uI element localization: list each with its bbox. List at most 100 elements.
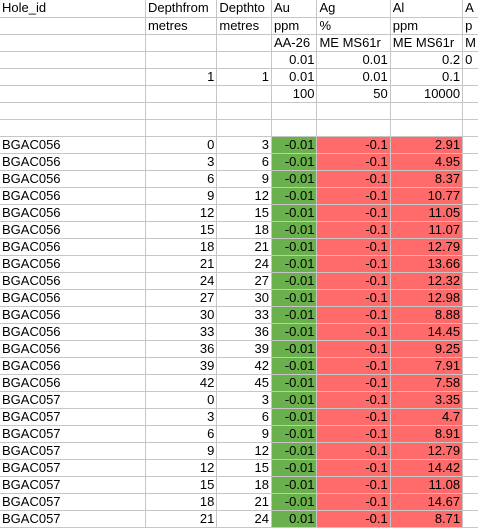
- table-cell[interactable]: -0.1: [316, 306, 391, 324]
- table-cell[interactable]: 30: [145, 306, 218, 324]
- table-cell[interactable]: -0.1: [316, 442, 391, 460]
- header-cell[interactable]: [0, 68, 146, 86]
- table-cell[interactable]: 21: [145, 510, 218, 528]
- header-cell[interactable]: 10000: [390, 85, 464, 103]
- header-cell[interactable]: 50: [316, 85, 391, 103]
- header-cell[interactable]: 0.1: [390, 68, 464, 86]
- header-cell[interactable]: [216, 102, 272, 120]
- header-cell[interactable]: [145, 34, 218, 52]
- header-cell[interactable]: [216, 34, 272, 52]
- table-cell[interactable]: -0.01: [271, 255, 318, 273]
- table-cell[interactable]: 15: [216, 204, 272, 222]
- table-cell[interactable]: 7.91: [390, 357, 464, 375]
- table-cell[interactable]: BGAC057: [0, 442, 146, 460]
- header-cell[interactable]: Depthfrom: [145, 0, 218, 18]
- header-cell[interactable]: 0.01: [316, 68, 391, 86]
- table-cell[interactable]: [462, 510, 478, 528]
- table-cell[interactable]: 7.58: [390, 374, 464, 392]
- table-cell[interactable]: -0.01: [271, 306, 318, 324]
- table-cell[interactable]: -0.1: [316, 510, 391, 528]
- table-cell[interactable]: -0.01: [271, 459, 318, 477]
- table-cell[interactable]: BGAC056: [0, 306, 146, 324]
- table-cell[interactable]: BGAC057: [0, 510, 146, 528]
- table-cell[interactable]: 9: [216, 170, 272, 188]
- header-cell[interactable]: [145, 51, 218, 69]
- table-cell[interactable]: BGAC056: [0, 255, 146, 273]
- header-cell[interactable]: Au: [271, 0, 318, 18]
- table-cell[interactable]: -0.1: [316, 374, 391, 392]
- table-cell[interactable]: -0.1: [316, 391, 391, 409]
- table-cell[interactable]: 3: [145, 408, 218, 426]
- table-cell[interactable]: -0.1: [316, 476, 391, 494]
- table-cell[interactable]: BGAC057: [0, 476, 146, 494]
- header-cell[interactable]: [271, 102, 318, 120]
- table-cell[interactable]: -0.1: [316, 289, 391, 307]
- table-cell[interactable]: -0.1: [316, 136, 391, 154]
- table-cell[interactable]: 8.91: [390, 425, 464, 443]
- header-cell[interactable]: ppm: [271, 17, 318, 35]
- table-cell[interactable]: [462, 442, 478, 460]
- table-cell[interactable]: 33: [145, 323, 218, 341]
- table-cell[interactable]: 9.25: [390, 340, 464, 358]
- table-cell[interactable]: BGAC056: [0, 153, 146, 171]
- header-cell[interactable]: Depthto: [216, 0, 272, 18]
- table-cell[interactable]: 14.42: [390, 459, 464, 477]
- table-cell[interactable]: -0.01: [271, 323, 318, 341]
- table-cell[interactable]: -0.01: [271, 187, 318, 205]
- table-cell[interactable]: 18: [145, 238, 218, 256]
- table-cell[interactable]: 12: [145, 204, 218, 222]
- table-cell[interactable]: -0.1: [316, 493, 391, 511]
- table-cell[interactable]: -0.01: [271, 374, 318, 392]
- table-cell[interactable]: -0.1: [316, 459, 391, 477]
- table-cell[interactable]: -0.01: [271, 408, 318, 426]
- table-cell[interactable]: -0.1: [316, 221, 391, 239]
- table-cell[interactable]: 6: [145, 170, 218, 188]
- table-cell[interactable]: -0.1: [316, 408, 391, 426]
- table-cell[interactable]: BGAC057: [0, 425, 146, 443]
- table-cell[interactable]: 30: [216, 289, 272, 307]
- table-cell[interactable]: 15: [145, 221, 218, 239]
- table-cell[interactable]: BGAC057: [0, 408, 146, 426]
- header-cell[interactable]: metres: [216, 17, 272, 35]
- table-cell[interactable]: 11.05: [390, 204, 464, 222]
- table-cell[interactable]: 8.71: [390, 510, 464, 528]
- table-cell[interactable]: 14.45: [390, 323, 464, 341]
- table-cell[interactable]: 4.7: [390, 408, 464, 426]
- table-cell[interactable]: [462, 136, 478, 154]
- table-cell[interactable]: 0.01: [271, 510, 318, 528]
- table-cell[interactable]: 10.77: [390, 187, 464, 205]
- table-cell[interactable]: [462, 272, 478, 290]
- table-cell[interactable]: BGAC056: [0, 238, 146, 256]
- header-cell[interactable]: metres: [145, 17, 218, 35]
- table-cell[interactable]: -0.01: [271, 272, 318, 290]
- header-cell[interactable]: p: [462, 17, 478, 35]
- table-cell[interactable]: 6: [145, 425, 218, 443]
- table-cell[interactable]: [462, 204, 478, 222]
- table-cell[interactable]: [462, 238, 478, 256]
- table-cell[interactable]: BGAC057: [0, 391, 146, 409]
- table-cell[interactable]: -0.01: [271, 357, 318, 375]
- table-cell[interactable]: BGAC056: [0, 340, 146, 358]
- table-cell[interactable]: [462, 255, 478, 273]
- table-cell[interactable]: 18: [216, 221, 272, 239]
- table-cell[interactable]: 15: [216, 459, 272, 477]
- table-cell[interactable]: BGAC057: [0, 493, 146, 511]
- header-cell[interactable]: [0, 17, 146, 35]
- table-cell[interactable]: BGAC056: [0, 374, 146, 392]
- table-cell[interactable]: 42: [145, 374, 218, 392]
- table-cell[interactable]: 11.07: [390, 221, 464, 239]
- table-cell[interactable]: -0.01: [271, 170, 318, 188]
- table-cell[interactable]: -0.01: [271, 476, 318, 494]
- table-cell[interactable]: 9: [145, 442, 218, 460]
- table-cell[interactable]: 8.88: [390, 306, 464, 324]
- table-cell[interactable]: [462, 425, 478, 443]
- header-cell[interactable]: 0.2: [390, 51, 464, 69]
- header-cell[interactable]: [145, 102, 218, 120]
- header-cell[interactable]: [216, 85, 272, 103]
- table-cell[interactable]: 27: [145, 289, 218, 307]
- header-cell[interactable]: [0, 102, 146, 120]
- table-cell[interactable]: 0: [145, 136, 218, 154]
- table-cell[interactable]: 12.79: [390, 442, 464, 460]
- header-cell[interactable]: [390, 119, 464, 137]
- table-cell[interactable]: -0.1: [316, 153, 391, 171]
